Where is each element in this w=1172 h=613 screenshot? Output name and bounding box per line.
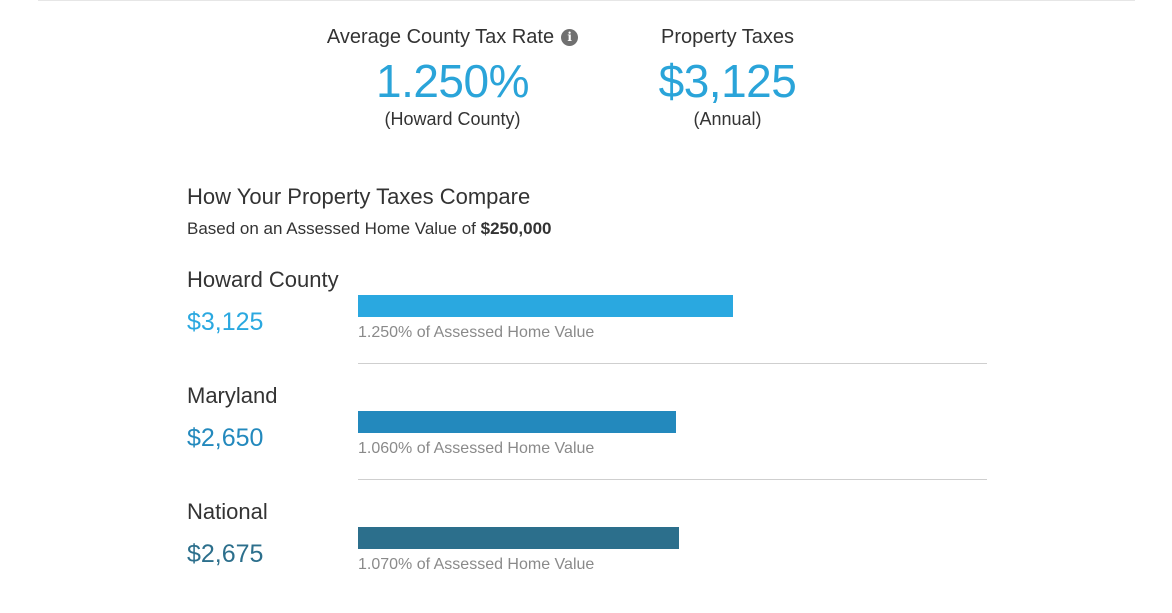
bar-track bbox=[358, 527, 958, 549]
row-name: Maryland bbox=[187, 383, 278, 408]
property-taxes-label: Property Taxes bbox=[660, 26, 795, 48]
tax-bar bbox=[358, 411, 676, 433]
bar-caption: 1.250% of Assessed Home Value bbox=[358, 324, 595, 341]
top-divider bbox=[38, 0, 1135, 1]
average-tax-rate-county: (Howard County) bbox=[384, 109, 521, 129]
average-tax-rate-value: 1.250% bbox=[375, 55, 530, 107]
assessed-home-value: $250,000 bbox=[480, 219, 552, 238]
row-amount: $3,125 bbox=[187, 308, 264, 336]
comparison-row-national: National $2,675 1.070% of Assessed Home … bbox=[187, 497, 987, 613]
property-taxes-value: $3,125 bbox=[658, 55, 797, 107]
row-divider bbox=[358, 479, 987, 480]
row-amount: $2,650 bbox=[187, 424, 264, 452]
average-tax-rate-stat: Average County Tax Rate i 1.250% (Howard… bbox=[300, 22, 605, 130]
average-tax-rate-label-row: Average County Tax Rate i bbox=[300, 22, 605, 52]
row-name: National bbox=[187, 499, 268, 524]
row-name: Howard County bbox=[187, 267, 339, 292]
bar-caption: 1.060% of Assessed Home Value bbox=[358, 440, 595, 457]
comparison-row-howard-county: Howard County $3,125 1.250% of Assessed … bbox=[187, 265, 987, 381]
row-amount: $2,675 bbox=[187, 540, 264, 568]
property-taxes-label-row: Property Taxes bbox=[620, 22, 835, 52]
property-taxes-stat: Property Taxes $3,125 (Annual) bbox=[620, 22, 835, 130]
info-icon[interactable]: i bbox=[561, 28, 579, 46]
bar-track bbox=[358, 411, 958, 433]
compare-subtitle-prefix: Based on an Assessed Home Value of bbox=[187, 219, 476, 238]
bar-track bbox=[358, 295, 958, 317]
tax-bar bbox=[358, 295, 733, 317]
row-divider bbox=[358, 363, 987, 364]
bar-caption: 1.070% of Assessed Home Value bbox=[358, 556, 595, 573]
average-tax-rate-label: Average County Tax Rate bbox=[326, 26, 555, 48]
tax-bar bbox=[358, 527, 679, 549]
compare-subtitle: Based on an Assessed Home Value of $250,… bbox=[187, 218, 552, 240]
comparison-row-maryland: Maryland $2,650 1.060% of Assessed Home … bbox=[187, 381, 987, 497]
property-taxes-period: (Annual) bbox=[693, 109, 762, 129]
compare-title: How Your Property Taxes Compare bbox=[187, 184, 531, 209]
